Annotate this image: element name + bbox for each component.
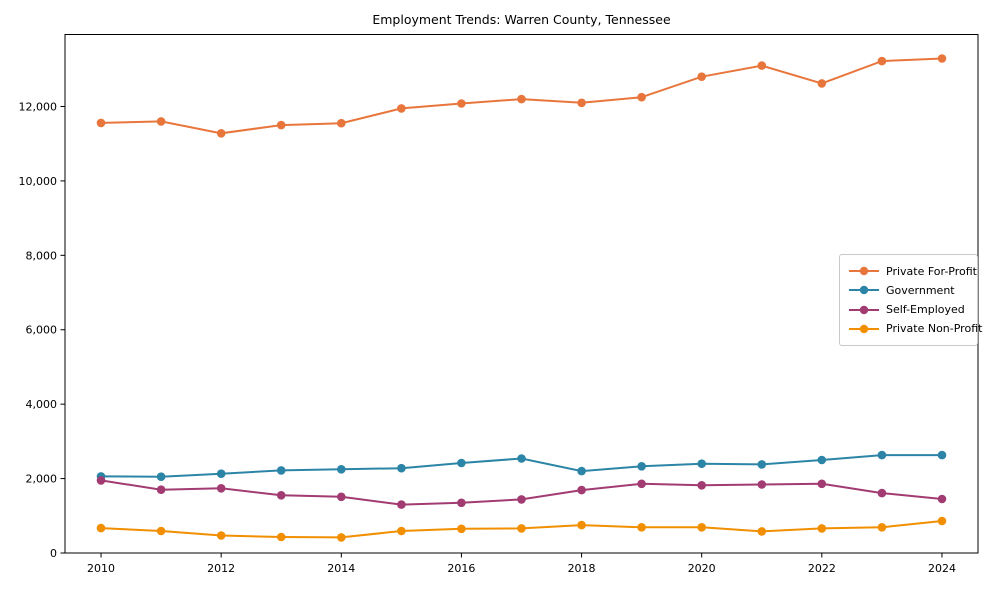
y-axis-tick-label: 10,000 (19, 175, 58, 188)
data-point-self-employed (877, 488, 887, 498)
data-point-private-non-profit (517, 524, 526, 533)
chart-title: Employment Trends: Warren County, Tennes… (372, 12, 671, 27)
data-point-government (397, 463, 406, 473)
data-point-private-for-profit (757, 61, 767, 70)
y-axis-tick-label: 0 (50, 547, 57, 560)
legend-label: Private Non-Profit (886, 322, 983, 336)
legend-marker-icon (849, 266, 879, 276)
data-point-government (457, 458, 466, 468)
data-point-self-employed (457, 498, 466, 508)
data-point-private-non-profit (637, 523, 646, 532)
data-point-government (517, 454, 526, 463)
data-point-government (697, 459, 706, 469)
legend-item-government: Government (849, 281, 969, 299)
legend-marker-icon (849, 324, 879, 334)
data-point-private-for-profit (697, 72, 706, 81)
plot-border (64, 34, 979, 554)
data-point-private-non-profit (96, 523, 106, 533)
data-point-private-non-profit (337, 533, 346, 542)
data-point-government (577, 466, 586, 476)
data-point-private-non-profit (276, 532, 286, 542)
data-point-private-non-profit (457, 524, 466, 534)
data-point-self-employed (577, 485, 586, 495)
legend-marker-icon (849, 305, 879, 314)
data-point-private-for-profit (457, 99, 466, 108)
data-point-private-for-profit (96, 118, 106, 128)
data-point-private-non-profit (757, 527, 767, 536)
x-axis-tick-label: 2010 (87, 562, 115, 575)
data-point-private-for-profit (577, 98, 586, 108)
x-axis-tick-label: 2020 (688, 562, 716, 575)
data-point-private-non-profit (937, 516, 947, 526)
data-point-private-for-profit (637, 92, 646, 102)
data-point-self-employed (517, 495, 526, 504)
data-point-private-for-profit (937, 54, 947, 63)
data-point-private-for-profit (337, 118, 346, 128)
legend: Private For-Profit Government Self-Emplo… (839, 254, 982, 346)
data-point-government (757, 460, 767, 469)
data-point-government (216, 469, 226, 479)
data-point-private-non-profit (397, 526, 406, 536)
data-point-private-for-profit (877, 56, 887, 66)
data-point-private-for-profit (517, 94, 526, 104)
data-point-self-employed (817, 479, 827, 489)
legend-label: Private For-Profit (886, 264, 977, 278)
legend-marker-icon (849, 286, 879, 295)
legend-item-self-employed: Self-Employed (849, 301, 969, 319)
legend-item-private-non-profit: Private Non-Profit (849, 320, 982, 338)
data-point-private-for-profit (216, 129, 226, 138)
data-point-government (637, 462, 646, 471)
data-point-self-employed (96, 476, 106, 485)
data-point-private-non-profit (577, 520, 586, 530)
data-point-private-non-profit (877, 523, 887, 532)
data-point-private-non-profit (156, 526, 166, 536)
data-point-private-for-profit (397, 104, 406, 113)
data-point-private-for-profit (276, 120, 286, 130)
y-axis-tick-label: 8,000 (26, 249, 58, 262)
data-point-private-non-profit (216, 531, 226, 540)
legend-label: Government (886, 283, 955, 297)
data-point-self-employed (337, 492, 346, 502)
x-axis-tick-label: 2014 (327, 562, 355, 575)
data-point-self-employed (276, 491, 286, 500)
y-axis-tick-label: 6,000 (26, 324, 58, 337)
data-point-self-employed (697, 481, 706, 490)
data-point-self-employed (757, 480, 767, 489)
x-axis-tick-label: 2012 (207, 562, 235, 575)
y-axis-tick-label: 4,000 (26, 398, 58, 411)
y-axis-tick-label: 2,000 (26, 473, 58, 486)
data-point-government (276, 466, 286, 475)
data-point-government (817, 455, 827, 465)
data-point-self-employed (937, 494, 947, 504)
x-axis-tick-label: 2016 (447, 562, 475, 575)
data-point-government (156, 472, 166, 482)
data-point-government (337, 465, 346, 474)
legend-item-private-for-profit: Private For-Profit (849, 262, 977, 280)
data-point-private-for-profit (156, 117, 166, 126)
data-point-government (937, 450, 947, 460)
x-axis-tick-label: 2018 (568, 562, 596, 575)
y-axis-tick-label: 12,000 (19, 100, 58, 113)
legend-label: Self-Employed (886, 303, 965, 317)
data-point-private-non-profit (817, 524, 827, 533)
data-point-private-non-profit (697, 523, 706, 532)
data-point-self-employed (637, 479, 646, 489)
data-point-private-for-profit (817, 79, 827, 88)
data-point-self-employed (216, 484, 226, 493)
x-axis-tick-label: 2022 (808, 562, 836, 575)
x-axis-tick-label: 2024 (928, 562, 956, 575)
data-point-self-employed (156, 485, 166, 495)
data-point-self-employed (397, 500, 406, 509)
data-point-government (877, 450, 887, 460)
